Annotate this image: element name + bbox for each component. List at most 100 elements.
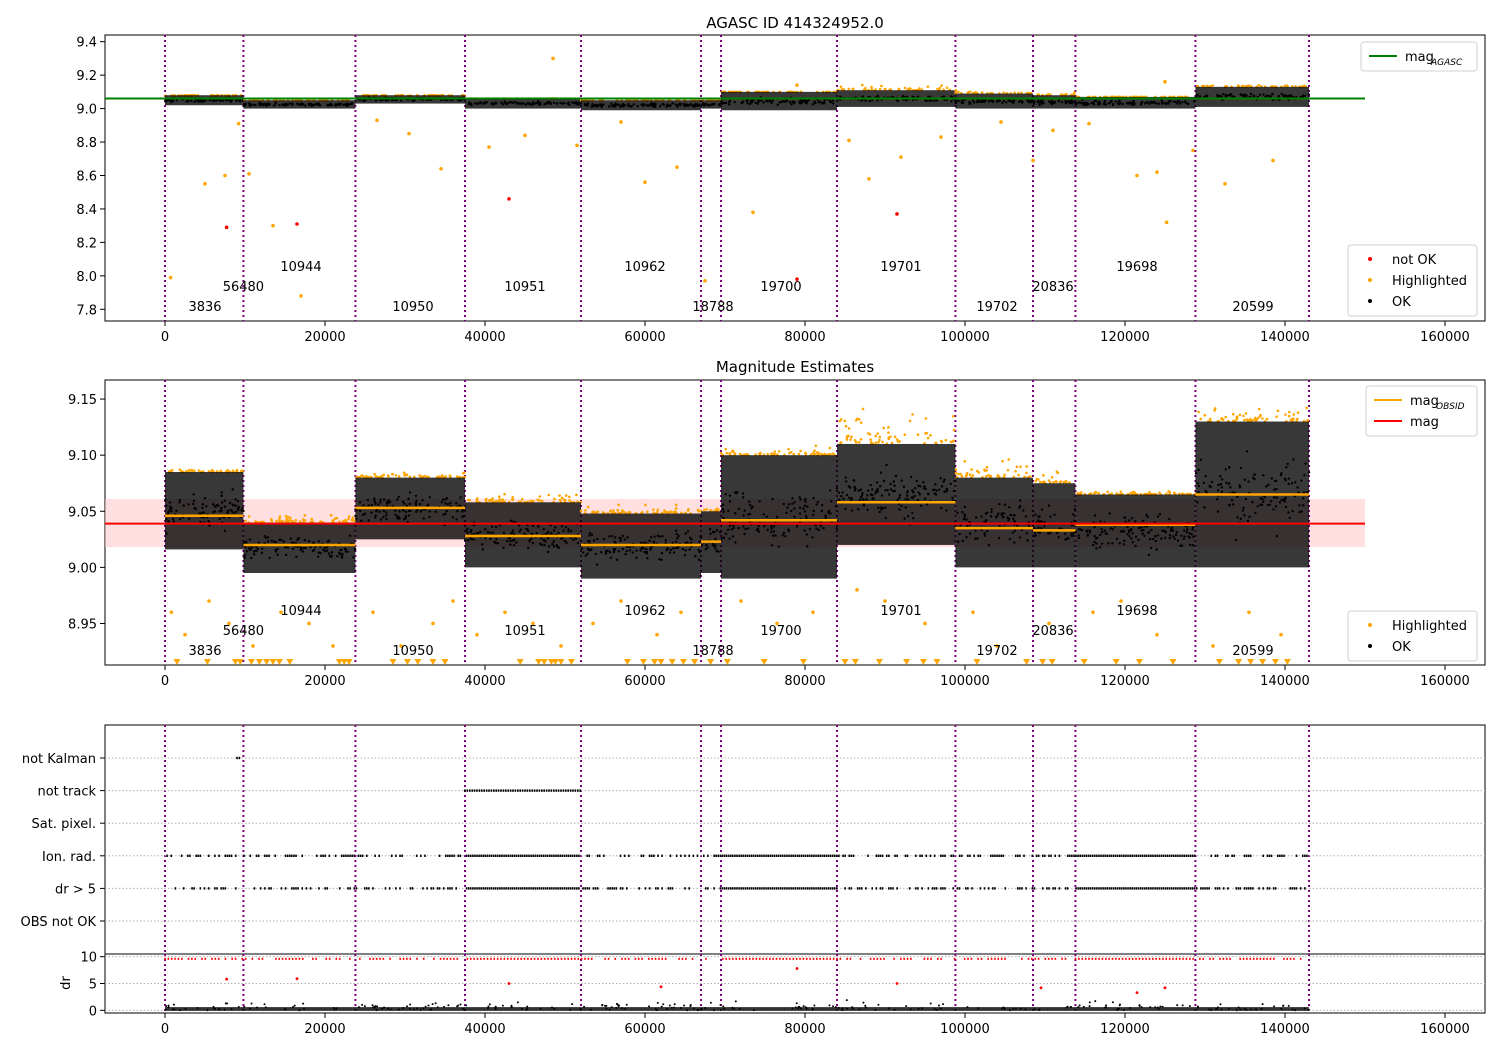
ok-point <box>253 103 256 107</box>
ok-point <box>676 536 679 540</box>
ok-point <box>704 102 707 106</box>
legend-marker-swatch <box>1368 278 1372 282</box>
ok-point <box>730 528 734 531</box>
dr-clipped-point <box>678 957 680 960</box>
flag-point <box>1017 887 1019 890</box>
ok-point <box>1102 102 1106 106</box>
highlighted-point <box>193 469 196 473</box>
dr-clipped-point <box>389 957 391 960</box>
flag-point <box>388 887 391 890</box>
ok-point <box>1215 498 1219 501</box>
flag-point <box>574 789 577 792</box>
dr-point <box>217 1008 220 1011</box>
ok-point <box>1287 511 1290 514</box>
dr-clipped-point <box>1259 957 1262 960</box>
ok-point <box>1134 535 1138 538</box>
flag-point <box>485 789 488 792</box>
ok-point <box>1186 528 1189 531</box>
ok-point <box>942 480 945 483</box>
ok-point <box>641 546 644 549</box>
highlighted-point <box>944 438 948 442</box>
ok-point <box>1169 100 1173 103</box>
ok-point <box>1070 100 1074 103</box>
ok-point <box>1118 102 1121 106</box>
flag-point <box>478 789 481 792</box>
highlighted-point <box>394 474 398 477</box>
ok-point <box>1254 511 1257 515</box>
ok-point <box>366 498 370 502</box>
ok-point <box>642 103 645 106</box>
highlighted-point <box>1292 413 1296 416</box>
ok-point <box>263 535 266 538</box>
flag-point <box>1281 854 1283 857</box>
obsid-label: 20836 <box>1032 280 1073 295</box>
ok-point <box>1019 504 1022 508</box>
dr-clipped-point <box>725 957 727 960</box>
ok-point <box>1242 506 1245 510</box>
dr-clipped-point <box>1199 957 1201 960</box>
highlighted-point <box>1276 409 1280 413</box>
flag-point <box>565 854 568 857</box>
ok-point <box>1130 517 1134 520</box>
dr-point <box>376 1005 379 1008</box>
flag-point <box>1231 854 1233 857</box>
ok-point <box>887 493 891 496</box>
dr-clipped-point <box>805 957 808 960</box>
obsid-label: 10962 <box>624 604 665 619</box>
ok-point <box>582 551 585 554</box>
ok-point <box>296 538 299 542</box>
flag-point <box>1035 854 1038 857</box>
flag-point <box>563 854 566 857</box>
highlighted-point <box>964 474 968 478</box>
ok-point <box>1303 94 1307 98</box>
ok-point <box>550 531 553 535</box>
highlighted-point <box>347 515 351 518</box>
ok-point <box>229 100 233 103</box>
ok-point <box>1070 524 1074 527</box>
ok-point <box>248 547 252 550</box>
highlighted-point <box>877 440 880 444</box>
dr-point <box>488 1003 491 1006</box>
highlighted-point <box>861 83 864 87</box>
flag-point <box>844 887 846 890</box>
dr-point <box>361 1003 364 1006</box>
flag-point <box>476 887 478 890</box>
highlighted-point <box>1213 409 1216 412</box>
flag-point <box>667 887 670 890</box>
ok-point <box>584 554 588 557</box>
flag-point <box>533 789 536 792</box>
ok-point <box>658 535 662 538</box>
flag-point <box>1143 854 1146 857</box>
ok-point <box>798 496 801 499</box>
flag-point <box>1177 887 1179 890</box>
flag-point <box>1268 854 1271 857</box>
highlighted-point <box>1052 480 1055 484</box>
flag-point <box>848 854 851 857</box>
ok-point <box>602 537 606 541</box>
ok-point <box>656 534 660 537</box>
ok-point <box>559 537 563 540</box>
flag-point <box>571 887 574 890</box>
flag-point <box>688 887 690 890</box>
flag-point <box>464 789 466 792</box>
highlighted-point <box>847 138 851 143</box>
ok-point <box>374 99 378 102</box>
ok-point <box>1274 479 1278 482</box>
dr-clipped-point <box>879 957 882 960</box>
dr-clipped-point <box>829 957 832 960</box>
ok-point <box>512 544 516 547</box>
ok-point <box>1217 483 1220 487</box>
clipped-point-marker <box>1039 659 1047 665</box>
ok-point <box>689 541 693 544</box>
ok-point <box>991 99 994 102</box>
ok-point <box>586 547 590 550</box>
ok-point <box>1229 486 1232 489</box>
flag-point <box>994 887 996 890</box>
highlighted-point <box>952 428 956 432</box>
flag-point <box>1108 887 1111 890</box>
flag-point <box>815 854 817 857</box>
dr-clipped-point <box>816 957 818 960</box>
ok-point <box>292 541 295 544</box>
ok-point <box>530 532 534 535</box>
flag-point <box>917 887 919 890</box>
